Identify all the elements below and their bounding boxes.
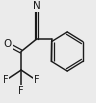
- Text: F: F: [34, 75, 39, 85]
- Text: N: N: [33, 1, 40, 11]
- Text: F: F: [18, 86, 24, 96]
- Text: O: O: [4, 39, 12, 49]
- Text: F: F: [3, 75, 9, 85]
